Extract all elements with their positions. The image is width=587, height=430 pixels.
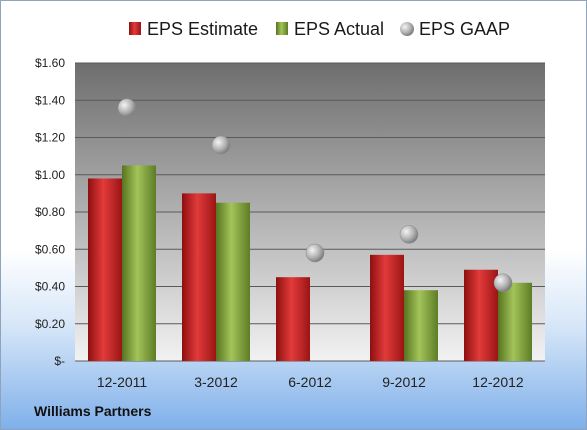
legend-label-estimate: EPS Estimate (147, 19, 258, 39)
bars (88, 165, 532, 361)
y-tick-label: $1.60 (35, 56, 65, 70)
legend-label-gaap: EPS GAAP (419, 19, 510, 39)
legend-item-estimate: EPS Estimate (129, 19, 258, 39)
gaap-markers (117, 98, 513, 293)
bar-eps-actual (216, 202, 250, 361)
y-tick-label: $1.40 (35, 93, 65, 107)
x-axis-ticks: 12-2011 3-2012 6-2012 9-2012 12-2012 (97, 374, 524, 390)
marker-eps-gaap (211, 135, 231, 155)
legend-swatch-actual (276, 22, 288, 35)
bar-eps-estimate (464, 269, 498, 361)
y-tick-label: $0.20 (35, 317, 65, 331)
legend-item-actual: EPS Actual (276, 19, 384, 39)
bar-eps-actual (404, 290, 438, 361)
legend: EPS Estimate EPS Actual EPS GAAP (129, 19, 510, 39)
y-tick-label: $- (54, 354, 65, 368)
bar-eps-estimate (370, 254, 404, 361)
bar-eps-estimate (182, 193, 216, 361)
marker-eps-gaap (305, 243, 325, 263)
y-axis-ticks: $- $0.20 $0.40 $0.60 $0.80 $1.00 $1.20 $1.40 $1.… (35, 56, 65, 368)
bar-eps-actual (498, 282, 532, 361)
legend-swatch-estimate (129, 22, 141, 35)
company-name: Williams Partners (34, 403, 152, 419)
x-tick-label: 3-2012 (194, 374, 238, 390)
legend-label-actual: EPS Actual (294, 19, 384, 39)
y-tick-label: $0.60 (35, 242, 65, 256)
x-tick-label: 12-2011 (97, 374, 148, 390)
marker-eps-gaap (117, 98, 137, 117)
y-tick-label: $1.20 (35, 131, 65, 145)
y-tick-label: $0.40 (35, 280, 65, 294)
x-tick-label: 12-2012 (472, 374, 524, 390)
x-tick-label: 6-2012 (288, 374, 332, 390)
legend-item-gaap: EPS GAAP (400, 19, 510, 39)
bar-eps-estimate (276, 277, 310, 361)
marker-eps-gaap (493, 273, 513, 293)
bar-eps-estimate (88, 178, 122, 361)
x-tick-label: 9-2012 (382, 374, 426, 390)
bar-eps-actual (122, 165, 156, 361)
marker-eps-gaap (399, 225, 419, 244)
y-tick-label: $1.00 (35, 168, 65, 182)
y-tick-label: $0.80 (35, 205, 65, 219)
legend-marker-gaap (400, 22, 414, 36)
